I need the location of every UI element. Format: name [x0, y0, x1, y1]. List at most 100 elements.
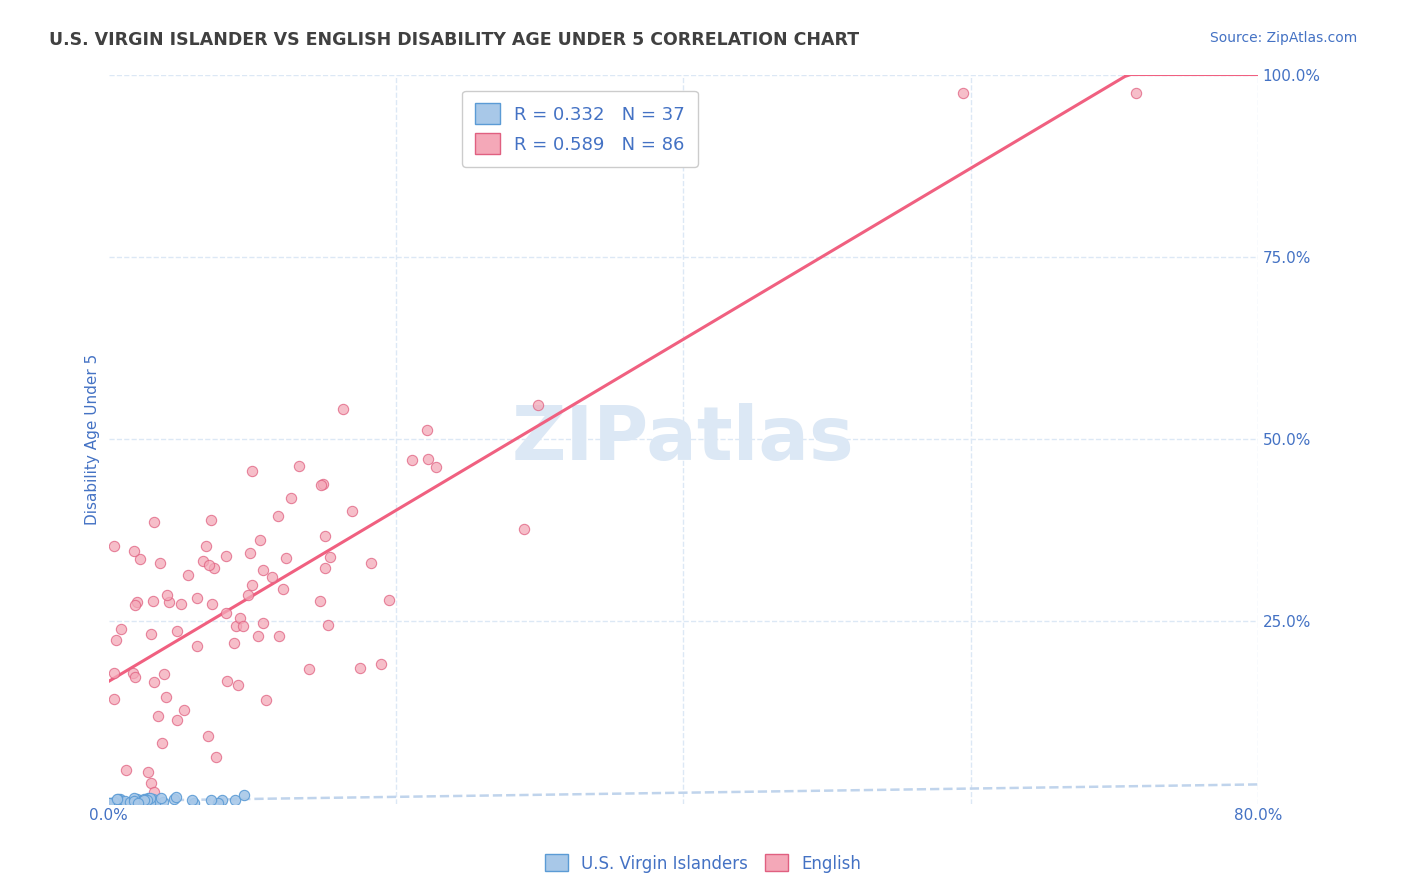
Point — [142, 594, 165, 608]
Point — [416, 451, 439, 466]
Point — [201, 597, 224, 611]
Point — [114, 794, 136, 808]
Point — [224, 793, 246, 807]
Point — [150, 736, 173, 750]
Point — [314, 560, 336, 574]
Point — [215, 549, 238, 563]
Point — [211, 793, 233, 807]
Point — [143, 796, 166, 810]
Point — [236, 588, 259, 602]
Point — [148, 709, 170, 723]
Point — [297, 663, 319, 677]
Point — [122, 793, 145, 807]
Point — [195, 539, 218, 553]
Point — [107, 792, 129, 806]
Point — [309, 478, 332, 492]
Point — [170, 597, 193, 611]
Point — [228, 610, 250, 624]
Point — [115, 764, 138, 778]
Point — [252, 563, 274, 577]
Point — [105, 792, 128, 806]
Point — [226, 678, 249, 692]
Point — [181, 793, 204, 807]
Point — [136, 764, 159, 779]
Point — [349, 661, 371, 675]
Point — [103, 795, 125, 809]
Point — [134, 793, 156, 807]
Text: ZIPatlas: ZIPatlas — [512, 402, 855, 475]
Point — [120, 795, 142, 809]
Point — [239, 546, 262, 560]
Point — [186, 639, 208, 653]
Point — [252, 616, 274, 631]
Point — [513, 522, 536, 536]
Legend: U.S. Virgin Islanders, English: U.S. Virgin Islanders, English — [538, 847, 868, 880]
Point — [127, 794, 149, 808]
Point — [157, 595, 180, 609]
Legend: R = 0.332   N = 37, R = 0.589   N = 86: R = 0.332 N = 37, R = 0.589 N = 86 — [463, 91, 697, 167]
Point — [177, 568, 200, 582]
Point — [269, 629, 291, 643]
Point — [127, 792, 149, 806]
Point — [207, 796, 229, 810]
Point — [416, 423, 439, 437]
Point — [132, 792, 155, 806]
Point — [186, 591, 208, 606]
Point — [152, 667, 174, 681]
Point — [249, 533, 271, 547]
Point — [150, 791, 173, 805]
Point — [217, 673, 239, 688]
Point — [142, 515, 165, 529]
Point — [128, 552, 150, 566]
Point — [225, 618, 247, 632]
Point — [122, 791, 145, 805]
Y-axis label: Disability Age Under 5: Disability Age Under 5 — [86, 353, 100, 524]
Point — [274, 550, 297, 565]
Point — [370, 657, 392, 671]
Point — [247, 629, 270, 643]
Point — [200, 793, 222, 807]
Point — [401, 453, 423, 467]
Point — [183, 796, 205, 810]
Text: U.S. VIRGIN ISLANDER VS ENGLISH DISABILITY AGE UNDER 5 CORRELATION CHART: U.S. VIRGIN ISLANDER VS ENGLISH DISABILI… — [49, 31, 859, 49]
Point — [205, 749, 228, 764]
Point — [197, 729, 219, 743]
Point — [267, 509, 290, 524]
Point — [155, 690, 177, 705]
Point — [98, 797, 121, 811]
Point — [156, 588, 179, 602]
Point — [377, 593, 399, 607]
Point — [173, 703, 195, 717]
Point — [166, 713, 188, 727]
Point — [222, 636, 245, 650]
Point — [166, 624, 188, 638]
Point — [103, 665, 125, 680]
Point — [271, 582, 294, 596]
Point — [332, 401, 354, 416]
Point — [233, 788, 256, 802]
Point — [197, 558, 219, 573]
Point — [1125, 86, 1147, 100]
Point — [141, 627, 163, 641]
Point — [316, 618, 339, 632]
Point — [134, 793, 156, 807]
Point — [240, 577, 263, 591]
Point — [952, 86, 974, 100]
Point — [232, 619, 254, 633]
Point — [143, 674, 166, 689]
Point — [108, 791, 131, 805]
Point — [97, 796, 120, 810]
Point — [191, 554, 214, 568]
Point — [200, 513, 222, 527]
Point — [110, 796, 132, 810]
Point — [138, 790, 160, 805]
Point — [165, 789, 187, 804]
Point — [141, 795, 163, 809]
Point — [141, 793, 163, 807]
Point — [103, 539, 125, 553]
Point — [314, 529, 336, 543]
Point — [107, 797, 129, 811]
Point — [202, 561, 225, 575]
Point — [142, 785, 165, 799]
Point — [254, 693, 277, 707]
